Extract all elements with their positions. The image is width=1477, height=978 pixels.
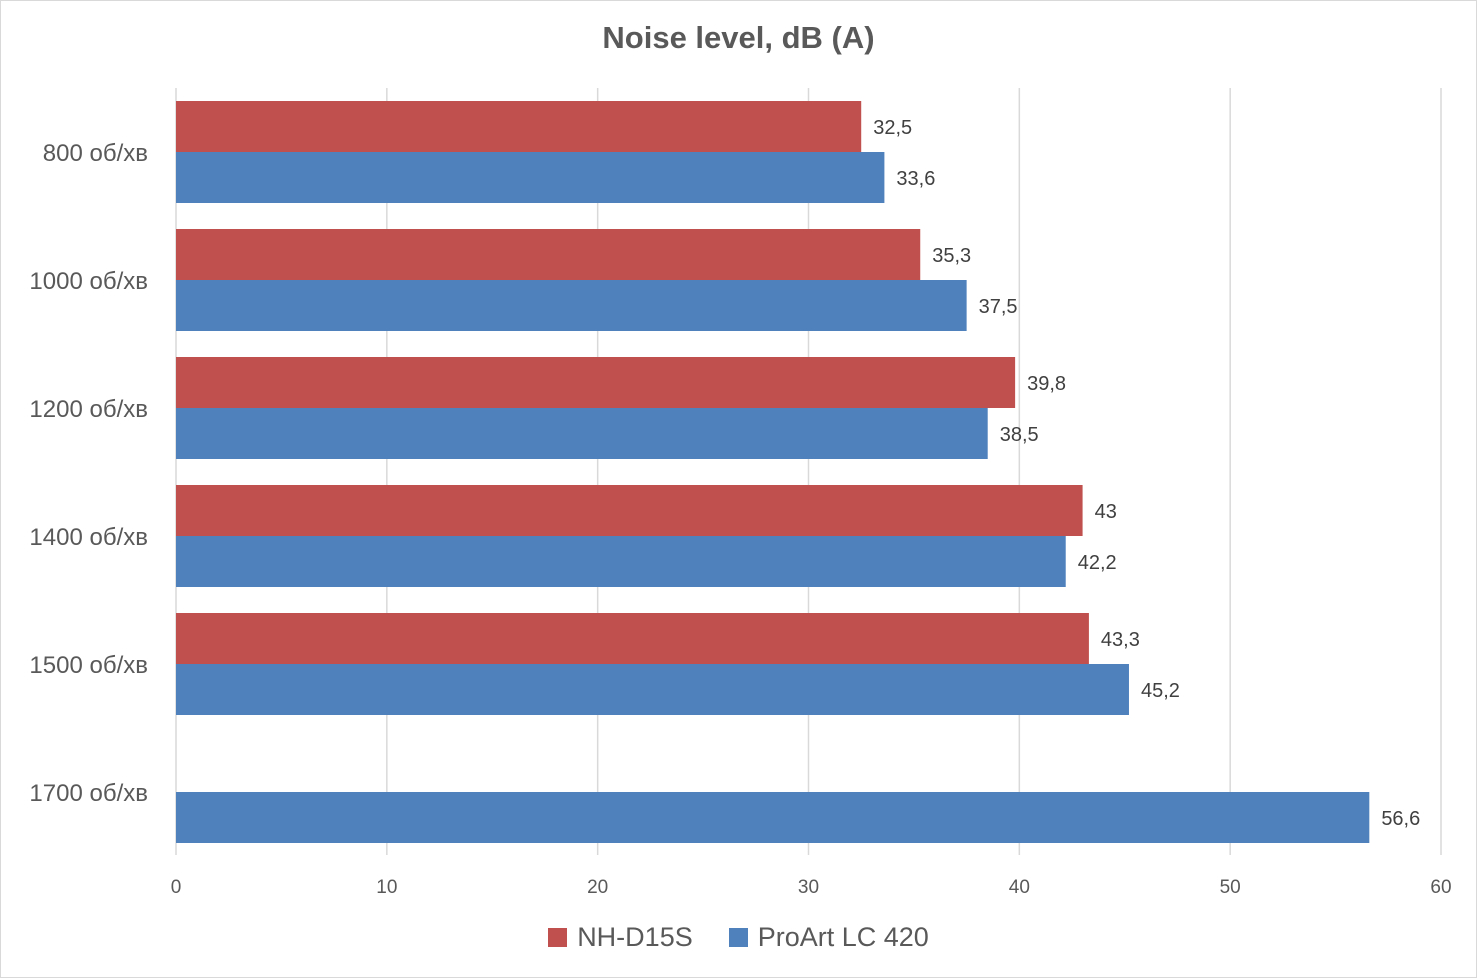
bar (176, 613, 1089, 664)
bar (176, 229, 921, 280)
y-tick-label: 1700 об/хв (29, 780, 148, 807)
bar (176, 792, 1370, 843)
legend-swatch (728, 928, 748, 947)
data-label: 43 (1095, 501, 1117, 523)
x-tick-label: 30 (798, 877, 819, 898)
data-label: 33,6 (896, 168, 935, 190)
x-tick-label: 40 (1009, 877, 1030, 898)
bar (176, 101, 862, 152)
bar (176, 152, 885, 203)
legend-label: NH-D15S (577, 922, 693, 952)
legend-label: ProArt LC 420 (757, 922, 929, 952)
x-tick-label: 60 (1430, 877, 1451, 898)
x-tick-label: 10 (376, 877, 397, 898)
data-label: 32,5 (873, 117, 912, 139)
data-label: 45,2 (1141, 680, 1180, 702)
legend: NH-D15S ProArt LC 420 (0, 922, 1477, 953)
y-tick-label: 1200 об/хв (29, 396, 148, 423)
data-label: 39,8 (1027, 373, 1066, 395)
y-tick-label: 1400 об/хв (29, 524, 148, 551)
legend-item-proart-lc-420: ProArt LC 420 (728, 922, 929, 953)
data-label: 56,6 (1381, 808, 1420, 830)
data-label: 35,3 (932, 245, 971, 267)
bar (176, 408, 988, 459)
y-tick-label: 1500 об/хв (29, 652, 148, 679)
legend-item-nh-d15s: NH-D15S (548, 922, 693, 953)
data-label: 42,2 (1078, 552, 1117, 574)
data-label: 37,5 (979, 296, 1018, 318)
bar (176, 280, 967, 331)
chart-title: Noise level, dB (A) (602, 20, 875, 55)
bar (176, 664, 1129, 715)
data-label: 43,3 (1101, 629, 1140, 651)
y-tick-label: 800 об/хв (43, 140, 148, 167)
bar (176, 485, 1083, 536)
x-tick-label: 50 (1220, 877, 1241, 898)
bar (176, 536, 1066, 587)
y-tick-label: 1000 об/хв (29, 268, 148, 295)
x-tick-label: 0 (171, 877, 182, 898)
data-label: 38,5 (1000, 424, 1039, 446)
x-tick-label: 20 (587, 877, 608, 898)
legend-swatch (548, 928, 568, 947)
bar (176, 357, 1016, 408)
